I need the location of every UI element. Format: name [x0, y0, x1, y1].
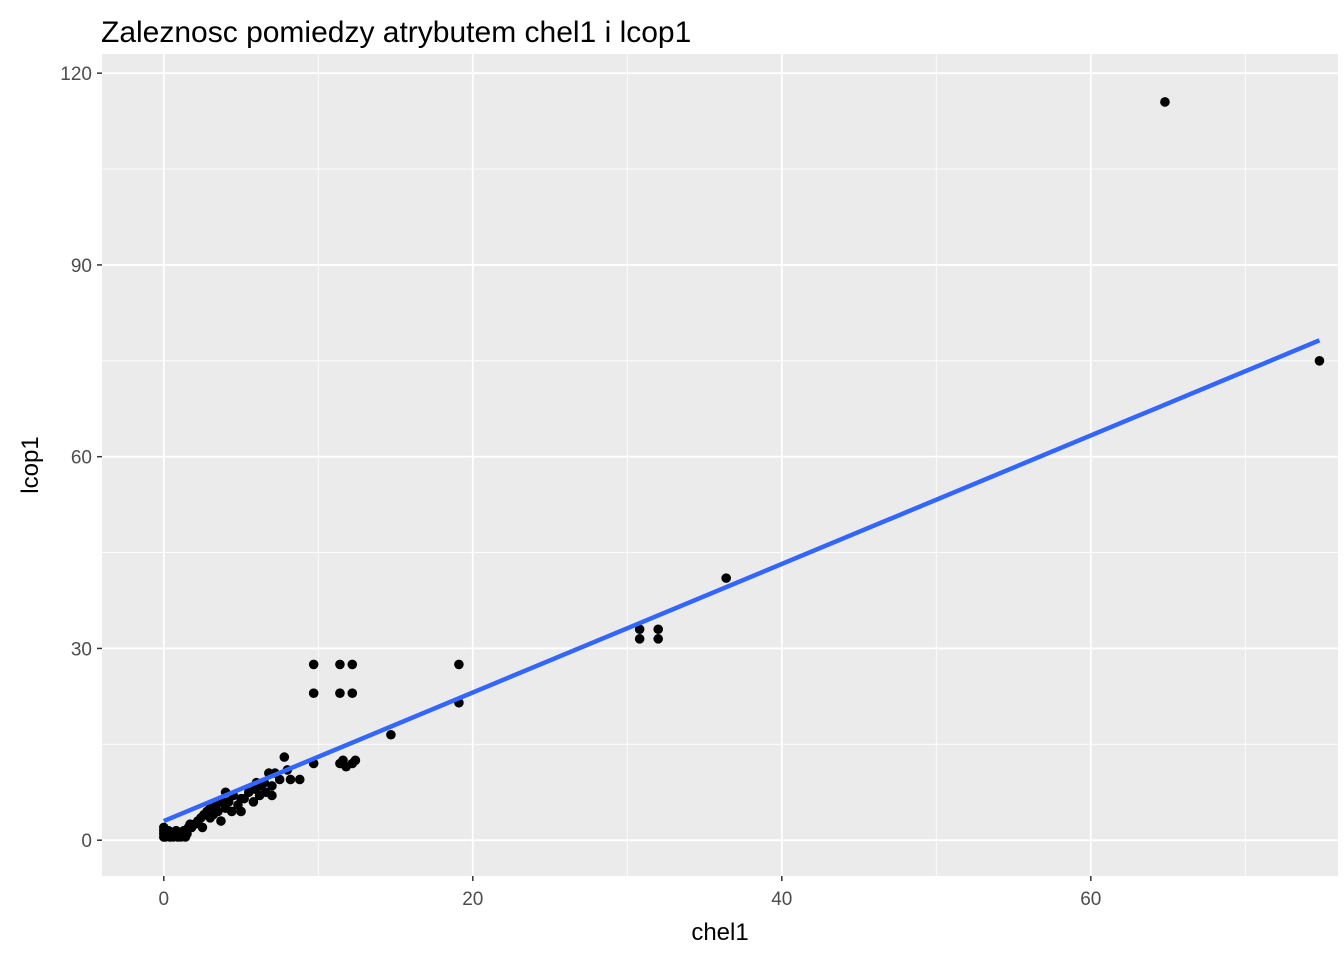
y-tick-label: 30	[71, 639, 92, 660]
data-point	[248, 797, 259, 807]
data-point	[335, 688, 345, 698]
axis-ticks	[97, 72, 1092, 881]
data-point	[197, 822, 208, 833]
data-point	[274, 774, 285, 785]
data-point	[653, 624, 663, 635]
data-point	[454, 659, 464, 670]
axis-tick-labels: 0 20 40 60 0 30 60 90 120	[60, 64, 1101, 910]
x-tick-label: 60	[1080, 889, 1101, 910]
x-tick-label: 0	[159, 889, 170, 910]
y-tick-label: 90	[71, 256, 92, 277]
data-point	[335, 659, 345, 670]
trend-line	[162, 338, 1321, 824]
data-point	[308, 659, 319, 670]
data-point	[285, 774, 296, 785]
minor-gridlines	[102, 54, 1338, 876]
y-tick-label: 0	[81, 831, 92, 852]
major-gridlines	[102, 54, 1338, 876]
data-point	[386, 729, 396, 740]
data-point	[267, 781, 277, 791]
data-point	[347, 659, 358, 670]
y-tick-label: 120	[60, 64, 92, 85]
data-point	[350, 755, 361, 766]
data-point	[279, 752, 290, 762]
data-point	[721, 573, 731, 583]
data-point	[213, 806, 223, 817]
plot-panel	[102, 54, 1338, 876]
y-tick-label: 60	[71, 448, 92, 469]
data-point	[294, 774, 305, 785]
data-point	[216, 816, 226, 826]
x-tick-label: 40	[771, 889, 792, 910]
data-point	[308, 688, 319, 698]
data-points	[159, 97, 1325, 842]
data-point	[653, 634, 663, 644]
data-point	[226, 806, 237, 817]
data-point	[634, 634, 645, 644]
data-point	[236, 806, 246, 817]
chart-title: Zaleznosc pomiedzy atrybutem chel1 i lco…	[101, 16, 691, 49]
data-point	[1314, 356, 1325, 366]
trend-line-group	[162, 338, 1321, 824]
data-point	[634, 624, 645, 635]
data-point	[267, 790, 277, 801]
x-tick-label: 20	[462, 889, 483, 910]
data-point	[347, 688, 358, 698]
data-point	[1160, 97, 1170, 107]
x-axis-title: chel1	[691, 919, 748, 946]
y-axis-title: lcop1	[17, 436, 44, 493]
